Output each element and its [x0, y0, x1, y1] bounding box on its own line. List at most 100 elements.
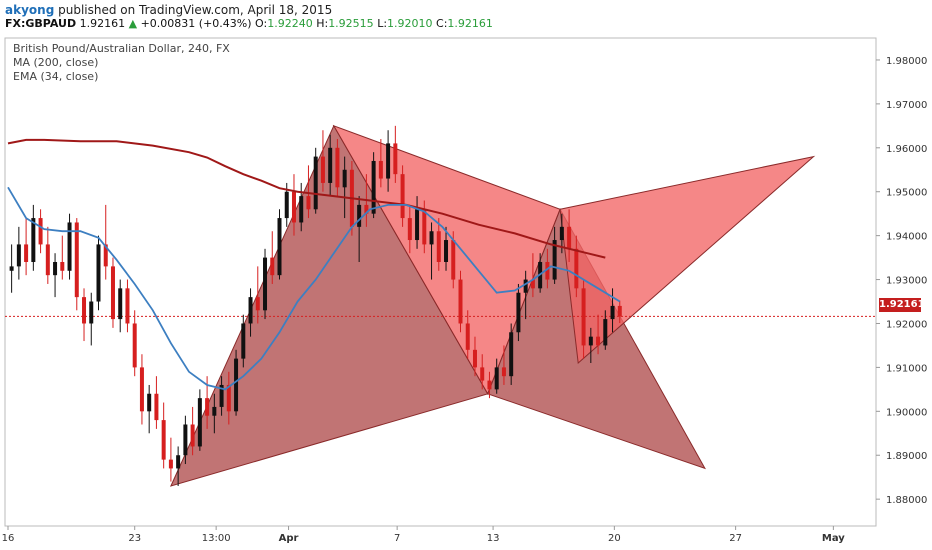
candle-body — [53, 261, 58, 276]
candle-body — [234, 358, 239, 412]
low-value: 1.92010 — [387, 17, 433, 30]
candle-body — [24, 244, 29, 262]
candle-body — [139, 367, 144, 412]
candle-body — [168, 459, 173, 469]
candle-body — [9, 266, 14, 271]
candle-body — [255, 297, 260, 311]
last-price-tag: 1.92161 — [879, 298, 925, 312]
candle-body — [509, 332, 514, 377]
candle-body — [89, 301, 94, 324]
candle-body — [487, 380, 492, 390]
candle-body — [183, 424, 188, 456]
candle-body — [306, 196, 311, 210]
x-tick-label: Apr — [279, 533, 299, 544]
candle-body — [313, 156, 318, 210]
quote-line: FX:GBPAUD 1.92161 ▲ +0.00831 (+0.43%) O:… — [5, 17, 493, 30]
candle-body — [38, 218, 43, 245]
candle-body — [190, 424, 195, 447]
open-value: 1.92240 — [267, 17, 313, 30]
x-tick-label: 27 — [729, 533, 742, 544]
candle-body — [241, 323, 246, 359]
candle-body — [371, 160, 376, 214]
y-tick-label: 1.89000 — [886, 451, 927, 462]
candle-body — [545, 261, 550, 280]
candle-body — [465, 323, 470, 350]
author-link[interactable]: akyong — [5, 3, 55, 17]
symbol-label: FX:GBPAUD — [5, 17, 77, 30]
candle-body — [132, 323, 137, 368]
candle-body — [407, 218, 412, 241]
y-tick-label: 1.96000 — [886, 144, 927, 155]
price-change: +0.00831 (+0.43%) — [140, 17, 252, 30]
publish-line: akyong published on TradingView.com, Apr… — [5, 3, 332, 17]
candle-body — [205, 398, 210, 416]
x-tick-label: 13 — [487, 533, 500, 544]
candle-body — [567, 226, 572, 249]
candle-body — [480, 367, 485, 381]
candle-body — [82, 297, 87, 324]
candle-body — [219, 384, 224, 407]
candle-body — [154, 393, 159, 421]
candle-body — [501, 367, 506, 377]
candle-body — [588, 336, 593, 346]
candle-body — [429, 231, 434, 245]
up-arrow-icon: ▲ — [128, 17, 138, 30]
chart-legend: British Pound/Australian Dollar, 240, FX… — [13, 42, 230, 84]
candle-body — [422, 209, 427, 245]
x-tick-label: 23 — [128, 533, 141, 544]
candle-body — [176, 455, 181, 469]
open-label: O: — [255, 17, 268, 30]
candle-body — [378, 160, 383, 179]
x-tick-label: 16 — [2, 533, 15, 544]
candle-body — [16, 244, 21, 267]
candle-body — [342, 169, 347, 188]
chart-header: akyong published on TradingView.com, Apr… — [0, 0, 932, 34]
candle-body — [617, 305, 622, 317]
candle-body — [118, 288, 123, 320]
candle-body — [147, 393, 152, 412]
x-tick-label: May — [822, 533, 845, 544]
candle-body — [523, 279, 528, 293]
y-tick-label: 1.93000 — [886, 276, 927, 287]
candle-body — [393, 143, 398, 175]
candle-body — [610, 305, 615, 320]
candle-body — [320, 156, 325, 183]
high-value: 1.92515 — [328, 17, 374, 30]
candle-body — [96, 244, 101, 302]
candle-body — [45, 244, 50, 276]
candle-body — [74, 222, 79, 298]
candle-body — [472, 349, 477, 368]
candle-body — [226, 384, 231, 412]
low-label: L: — [377, 17, 388, 30]
candle-body — [248, 297, 253, 324]
candle-body — [263, 257, 268, 311]
candle-body — [530, 279, 535, 289]
close-value: 1.92161 — [447, 17, 493, 30]
candle-body — [212, 406, 217, 416]
candle-body — [458, 279, 463, 324]
y-tick-label: 1.94000 — [886, 232, 927, 243]
legend-title: British Pound/Australian Dollar, 240, FX — [13, 42, 230, 55]
y-tick-label: 1.88000 — [886, 495, 927, 506]
price-chart[interactable]: 1.98000 1.97000 1.96000 1.95000 1.94000 1.930… — [0, 34, 932, 550]
candle-body — [581, 288, 586, 346]
x-tick-label: 13:00 — [202, 533, 231, 544]
candle-body — [357, 204, 362, 227]
y-tick-label: 1.91000 — [886, 363, 927, 374]
candle-body — [516, 292, 521, 333]
x-tick-label: 20 — [608, 533, 621, 544]
candle-body — [436, 231, 441, 262]
candle-body — [494, 367, 499, 390]
candle-body — [291, 191, 296, 223]
candle-body — [161, 420, 166, 460]
harmonic-pattern-triangle — [559, 155, 816, 365]
legend-ma: MA (200, close) — [13, 56, 99, 69]
candle-body — [110, 266, 115, 320]
last-price: 1.92161 — [79, 17, 126, 30]
candle-body — [284, 191, 289, 219]
candle-body — [335, 147, 340, 188]
candle-body — [603, 319, 608, 346]
candle-body — [364, 204, 369, 214]
candle-body — [596, 336, 601, 346]
candle-body — [197, 398, 202, 447]
